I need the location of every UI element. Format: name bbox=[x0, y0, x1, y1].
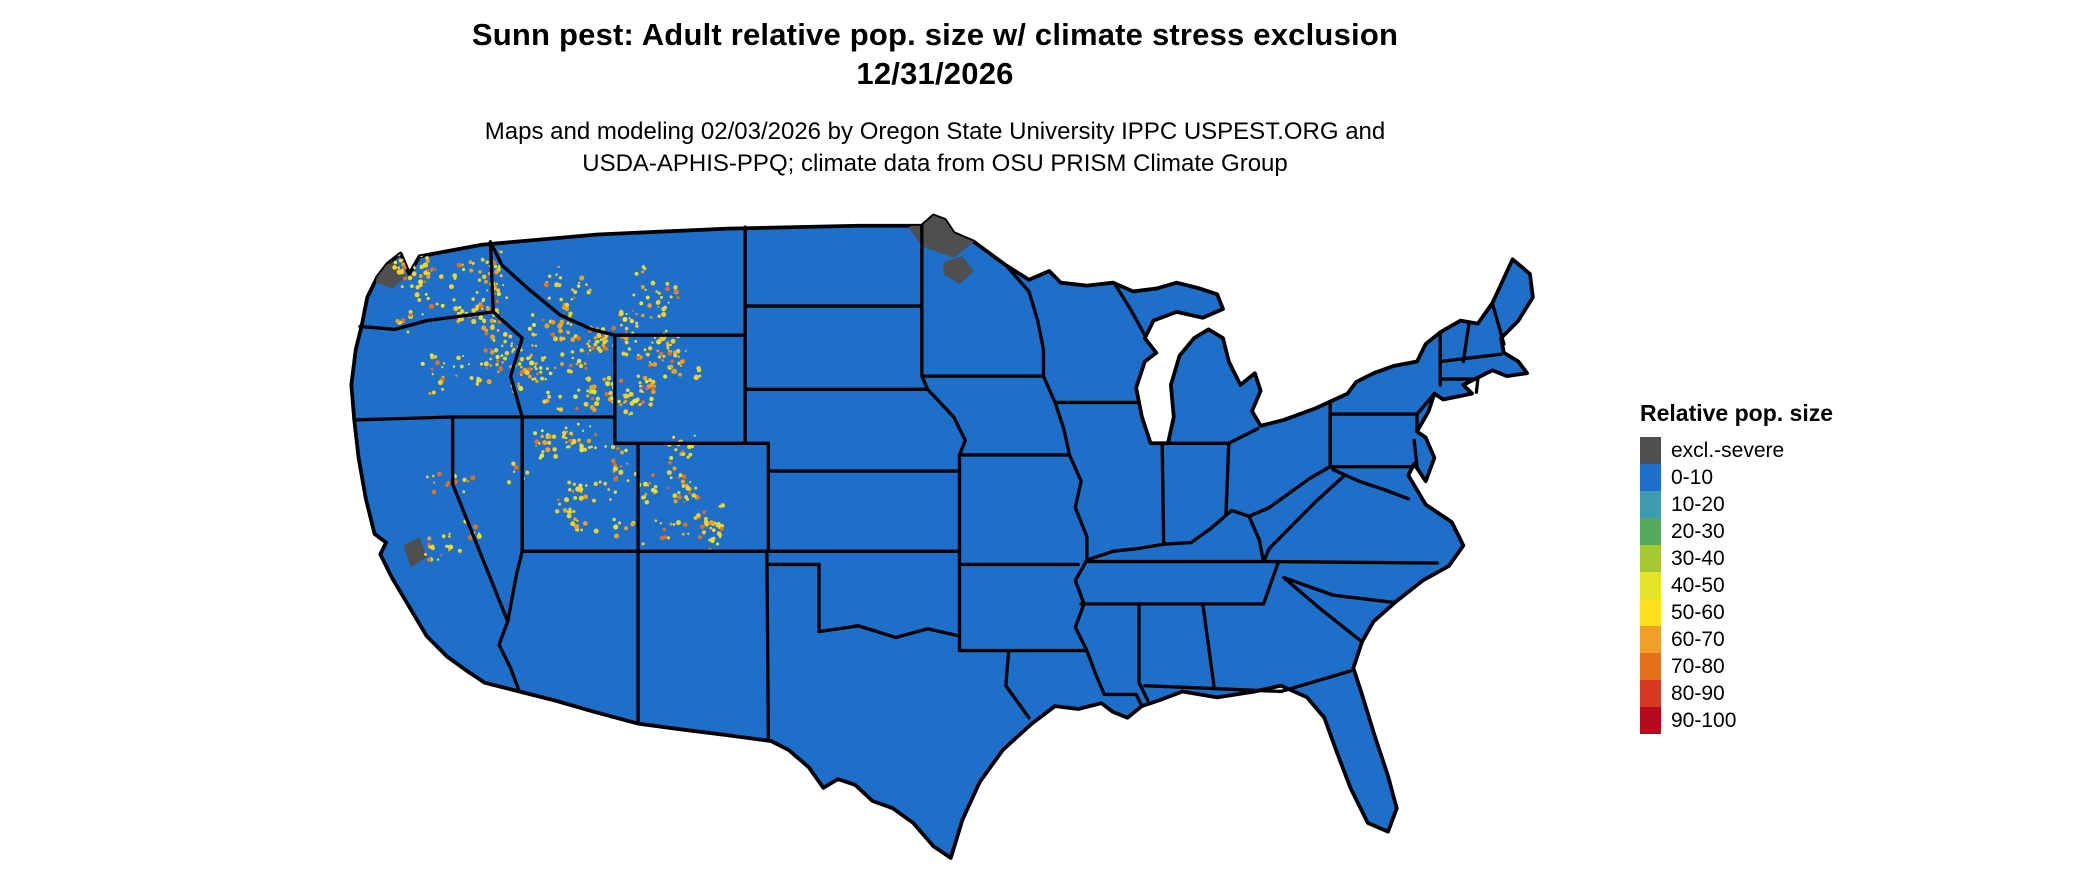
legend-item: 70-80 bbox=[1640, 653, 1870, 680]
legend-item-label: 10-20 bbox=[1671, 493, 1725, 516]
legend-item-label: 80-90 bbox=[1671, 682, 1725, 705]
legend-item: 80-90 bbox=[1640, 680, 1870, 707]
legend-item: 20-30 bbox=[1640, 518, 1870, 545]
pest-population-speckles bbox=[386, 249, 726, 562]
us-landmass bbox=[349, 213, 1535, 860]
legend-swatch bbox=[1640, 653, 1661, 680]
figure-title-line1: Sunn pest: Adult relative pop. size w/ c… bbox=[471, 17, 1399, 52]
legend-item: 0-10 bbox=[1640, 464, 1870, 491]
us-map bbox=[250, 198, 1640, 892]
title-block: Sunn pest: Adult relative pop. size w/ c… bbox=[0, 16, 1870, 180]
excluded-region-central-california bbox=[403, 536, 427, 568]
legend-title: Relative pop. size bbox=[1640, 400, 1834, 426]
legend-item: 60-70 bbox=[1640, 626, 1870, 653]
state-borders bbox=[352, 224, 1506, 740]
legend-items: excl.-severe 0-10 10-20 20-30 30-40 40-50 50-6… bbox=[1640, 437, 1870, 734]
legend-swatch bbox=[1640, 491, 1661, 518]
legend-item: 30-40 bbox=[1640, 545, 1870, 572]
subtitle-block: Maps and modeling 02/03/2026 by Oregon S… bbox=[0, 116, 1870, 181]
us-map-svg bbox=[349, 213, 1535, 860]
legend-item: 40-50 bbox=[1640, 572, 1870, 599]
legend-swatch bbox=[1640, 680, 1661, 707]
figure-title-date: 12/31/2026 bbox=[856, 55, 1014, 91]
legend-item-label: 50-60 bbox=[1671, 601, 1725, 624]
legend-item-label: excl.-severe bbox=[1671, 439, 1785, 462]
legend-item-label: 40-50 bbox=[1671, 574, 1725, 597]
map-legend: Relative pop. size excl.-severe 0-10 10-20… bbox=[1640, 400, 1870, 734]
legend-item: 10-20 bbox=[1640, 491, 1870, 518]
figure-subtitle-line1: Maps and modeling 02/03/2026 by Oregon S… bbox=[484, 117, 1386, 145]
legend-item-label: 60-70 bbox=[1671, 628, 1725, 651]
legend-item-label: 70-80 bbox=[1671, 655, 1725, 678]
legend-swatch bbox=[1640, 464, 1661, 491]
legend-swatch bbox=[1640, 572, 1661, 599]
legend-item-label: 30-40 bbox=[1671, 547, 1725, 570]
excluded-region-northern-wisconsin bbox=[943, 256, 974, 285]
legend-swatch bbox=[1640, 626, 1661, 653]
legend-swatch bbox=[1640, 545, 1661, 572]
legend-swatch bbox=[1640, 707, 1661, 734]
legend-item-label: 0-10 bbox=[1671, 466, 1714, 489]
legend-swatch bbox=[1640, 599, 1661, 626]
legend-item: 90-100 bbox=[1640, 707, 1870, 734]
legend-swatch bbox=[1640, 518, 1661, 545]
legend-item-label: 90-100 bbox=[1671, 709, 1737, 732]
legend-swatch bbox=[1640, 437, 1661, 464]
figure-subtitle-line2: USDA-APHIS-PPQ; climate data from OSU PR… bbox=[582, 149, 1288, 177]
legend-item: 50-60 bbox=[1640, 599, 1870, 626]
legend-item-label: 20-30 bbox=[1671, 520, 1725, 543]
legend-item: excl.-severe bbox=[1640, 437, 1870, 464]
